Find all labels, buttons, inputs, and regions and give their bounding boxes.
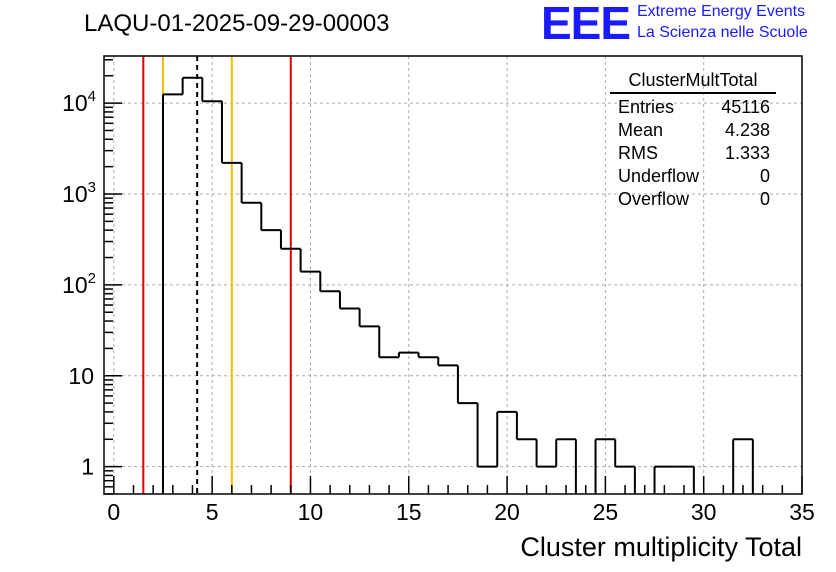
stats-value: 0 [759, 166, 770, 186]
plot-frame [103, 55, 803, 495]
x-tick-label: 25 [593, 499, 619, 525]
logo-line-1: Extreme Energy Events [637, 3, 806, 20]
stats-row-mean: Mean 4.238 [610, 119, 776, 142]
x-tick-label: 35 [789, 499, 815, 525]
x-axis-label: Cluster multiplicity Total [520, 532, 802, 562]
x-tick-label: 15 [396, 499, 422, 525]
y-tick-label: 10 [68, 363, 94, 389]
stats-value: 4.238 [724, 120, 770, 140]
tick-labels: 0 5 10 15 20 25 30 35 1 10 102 103 104 [62, 88, 815, 525]
stats-row-rms: RMS 1.333 [610, 142, 776, 165]
reference-lines [142, 56, 292, 494]
x-tick-label: 10 [298, 499, 324, 525]
axis-ticks [104, 59, 803, 495]
stats-box: ClusterMultTotal Entries 45116 Mean 4.23… [610, 70, 776, 211]
stats-row-entries: Entries 45116 [610, 96, 776, 119]
stats-label: Underflow [618, 166, 700, 186]
x-tick-label: 5 [206, 499, 219, 525]
stats-value: 0 [759, 189, 770, 209]
y-tick-label: 103 [62, 179, 96, 207]
stats-label: Mean [618, 120, 664, 140]
y-tick-label: 1 [81, 454, 94, 480]
y-tick-label: 104 [62, 88, 96, 116]
stats-title: ClusterMultTotal [610, 70, 776, 94]
stats-value: 45116 [721, 97, 770, 117]
chart-title: LAQU-01-2025-09-29-00003 [84, 10, 390, 37]
histogram-bars [161, 76, 754, 494]
x-tick-label: 20 [494, 499, 520, 525]
logo-line-2: La Scienza nelle Scuole [637, 24, 808, 41]
y-tick-label: 102 [62, 270, 96, 298]
stats-label: Overflow [618, 189, 690, 209]
logo-mark: EEE [541, 0, 631, 49]
stats-label: Entries [618, 97, 675, 117]
x-tick-label: 30 [691, 499, 717, 525]
grid-layer [104, 56, 802, 494]
stats-row-underflow: Underflow 0 [610, 165, 776, 188]
stats-value: 1.333 [724, 143, 770, 163]
x-tick-label: 0 [107, 499, 120, 525]
stats-label: RMS [618, 143, 658, 163]
stats-row-overflow: Overflow 0 [610, 188, 776, 211]
